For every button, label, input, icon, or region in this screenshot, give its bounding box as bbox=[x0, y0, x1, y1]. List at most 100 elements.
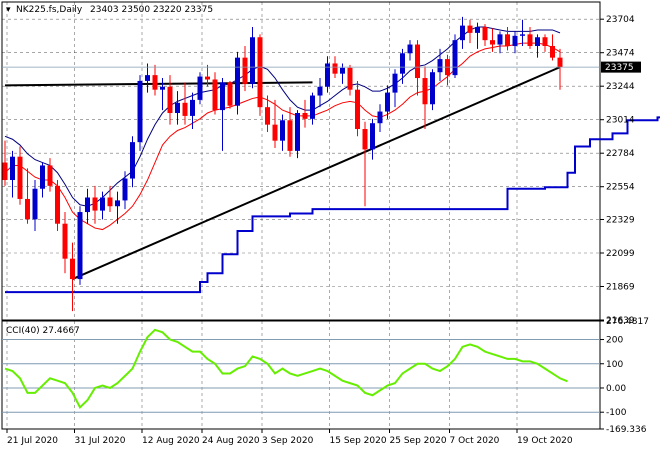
candle-bull bbox=[85, 197, 90, 213]
candle-bear bbox=[55, 185, 60, 224]
time-tick-label: 7 Oct 2020 bbox=[450, 436, 500, 446]
time-tick-label: 19 Oct 2020 bbox=[517, 436, 573, 446]
candle-bull bbox=[535, 37, 540, 46]
chart-title: NK225.fs,Daily bbox=[16, 5, 83, 15]
candle-bear bbox=[182, 102, 188, 116]
candle-bull bbox=[130, 142, 135, 179]
price-grid bbox=[2, 2, 600, 321]
price-tick-label: 23704 bbox=[606, 15, 635, 25]
candle-bull bbox=[310, 95, 315, 119]
time-tick-label: 15 Sep 2020 bbox=[330, 436, 387, 446]
current-price-label: 23375 bbox=[605, 63, 634, 73]
candle-bear bbox=[287, 120, 293, 151]
candle-bear bbox=[422, 78, 428, 105]
candle-bear bbox=[265, 107, 270, 125]
price-tick-label: 22099 bbox=[606, 249, 635, 259]
candle-bull bbox=[100, 197, 105, 211]
candle-bull bbox=[452, 40, 458, 76]
time-tick-label: 31 Jul 2020 bbox=[75, 436, 126, 446]
candle-bull bbox=[40, 165, 45, 189]
candle-bear bbox=[25, 198, 30, 220]
cci-axis: 276.4817 200 100 0.00 -100 -169.336 bbox=[600, 317, 649, 435]
price-tick-label: 22784 bbox=[606, 149, 635, 159]
time-tick-label: 25 Sep 2020 bbox=[390, 436, 447, 446]
candle-bear bbox=[92, 197, 98, 211]
candle-bear bbox=[227, 82, 233, 106]
candle-bull bbox=[370, 123, 375, 150]
candle-bull bbox=[430, 72, 435, 105]
candle-bull bbox=[280, 120, 285, 141]
candle-bear bbox=[505, 34, 510, 46]
cci-tick-label: 276.4817 bbox=[606, 317, 649, 327]
cci-tick-label: -169.336 bbox=[606, 425, 647, 435]
trendline bbox=[72, 66, 561, 280]
candle-bull bbox=[377, 111, 383, 124]
candle-bull bbox=[400, 53, 405, 74]
cci-tick-label: 100 bbox=[606, 360, 623, 370]
price-tick-label: 22329 bbox=[606, 215, 635, 225]
candle-bear bbox=[242, 57, 248, 84]
candle-bear bbox=[362, 129, 368, 150]
cci-grid bbox=[6, 321, 518, 429]
time-tick-label: 12 Aug 2020 bbox=[142, 436, 200, 446]
candle-bull bbox=[475, 27, 480, 33]
candle-bear bbox=[415, 44, 420, 79]
candle-bear bbox=[272, 124, 278, 141]
ohlc-header: 23403 23500 23220 23375 bbox=[90, 5, 213, 15]
cci-line bbox=[4, 328, 568, 410]
candle-bear bbox=[527, 34, 533, 46]
candle-bull bbox=[190, 99, 195, 116]
candle-bear bbox=[482, 27, 488, 41]
candle-bull bbox=[220, 82, 225, 111]
cci-panel bbox=[1, 320, 601, 430]
candle-bull bbox=[235, 57, 240, 106]
candle-bull bbox=[340, 67, 345, 74]
candle-bear bbox=[47, 165, 53, 186]
price-axis: 23704 23474 23244 23014 22784 22554 22329 22099… bbox=[600, 15, 635, 326]
candle-bear bbox=[490, 40, 495, 45]
time-tick-label: 3 Sep 2020 bbox=[262, 436, 314, 446]
candle-bear bbox=[550, 45, 555, 58]
candle-bear bbox=[332, 63, 338, 74]
cci-tick-label: -100 bbox=[606, 408, 627, 418]
time-tick-label: 21 Jul 2020 bbox=[7, 436, 58, 446]
candle-bull bbox=[145, 75, 150, 81]
price-tick-label: 22554 bbox=[606, 183, 635, 193]
candle-bear bbox=[542, 37, 548, 46]
candle-bear bbox=[70, 258, 75, 280]
price-tick-label: 23474 bbox=[606, 49, 635, 59]
candle-bull bbox=[407, 44, 413, 54]
candle-bear bbox=[347, 67, 353, 90]
cci-tick-label: 0.00 bbox=[606, 384, 626, 394]
candle-bull bbox=[437, 59, 443, 73]
candle-bear bbox=[167, 86, 173, 114]
candle-bear bbox=[205, 76, 210, 80]
candle-bear bbox=[212, 79, 218, 111]
candle-bull bbox=[295, 113, 300, 151]
candle-bull bbox=[512, 35, 518, 46]
support-step-line bbox=[5, 116, 660, 294]
price-panel bbox=[1, 1, 601, 321]
candle-bull bbox=[160, 86, 165, 90]
cci-tick-label: 200 bbox=[606, 336, 623, 346]
candle-bear bbox=[257, 37, 263, 108]
candle-bull bbox=[122, 178, 128, 201]
price-tick-label: 23014 bbox=[606, 116, 635, 126]
candle-bull bbox=[385, 92, 390, 112]
current-price-tag: 23375 bbox=[601, 61, 641, 73]
candle-bear bbox=[557, 57, 563, 68]
candle-bull bbox=[175, 102, 180, 114]
price-tick-label: 21869 bbox=[606, 282, 635, 292]
candle-bull bbox=[115, 200, 120, 207]
candle-bull bbox=[317, 86, 323, 96]
candle-bear bbox=[152, 75, 158, 90]
candle-bull bbox=[460, 25, 465, 41]
time-axis: 21 Jul 2020 31 Jul 2020 12 Aug 2020 24 Aug … bbox=[6, 429, 573, 446]
candle-bull bbox=[32, 188, 38, 220]
time-tick-label: 24 Aug 2020 bbox=[202, 436, 260, 446]
candle-bear bbox=[107, 197, 113, 207]
candle-bull bbox=[77, 212, 83, 280]
price-series bbox=[2, 16, 660, 312]
